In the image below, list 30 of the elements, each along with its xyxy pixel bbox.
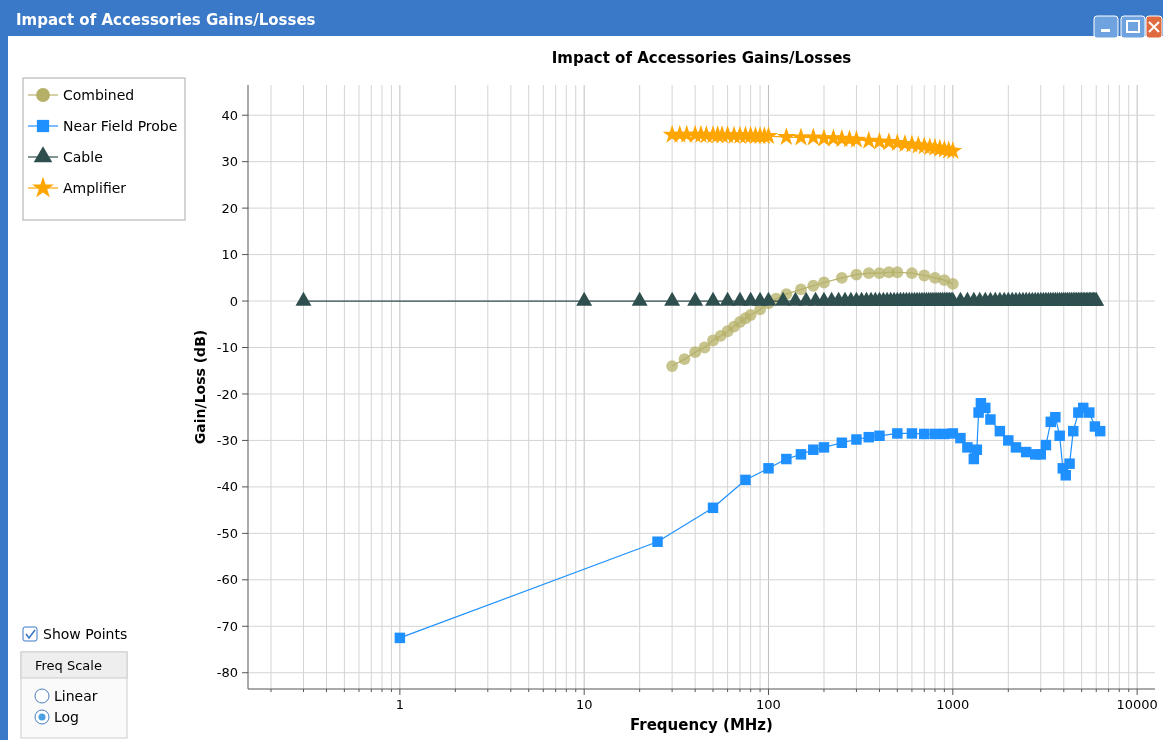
text: Impact of Accessories Gains/Losses xyxy=(16,11,316,29)
x-tick-label: 100 xyxy=(756,697,781,712)
y-tick-label: 0 xyxy=(229,293,238,309)
y-tick-label: -10 xyxy=(216,340,238,356)
legend-label: Cable xyxy=(63,148,103,165)
legend-label: Amplifier xyxy=(63,179,127,196)
y-tick-label: -30 xyxy=(216,432,238,448)
y-tick-label: 30 xyxy=(221,154,238,170)
y-tick-label: -50 xyxy=(216,525,238,541)
text: Freq Scale xyxy=(35,658,102,673)
y-tick-label: 10 xyxy=(221,247,238,263)
x-tick-label: 1 xyxy=(395,697,404,712)
text: Show Points xyxy=(43,626,128,642)
y-tick-label: -70 xyxy=(216,618,238,634)
y-tick-label: -60 xyxy=(216,572,238,588)
legend-label: Combined xyxy=(63,86,135,103)
chart-title: Impact of Accessories Gains/Losses xyxy=(551,49,852,67)
y-tick-label: -20 xyxy=(216,386,238,402)
y-tick-label: 40 xyxy=(221,107,238,123)
y-tick-label: -40 xyxy=(216,479,238,495)
text: Log xyxy=(54,709,80,725)
x-tick-label: 1000 xyxy=(936,697,970,712)
legend-label: Near Field Probe xyxy=(63,117,178,134)
x-tick-label: 10000 xyxy=(1116,697,1158,712)
text: Linear xyxy=(54,688,98,704)
x-tick-label: 10 xyxy=(575,697,593,712)
y-tick-label: -80 xyxy=(216,665,238,681)
y-tick-label: 20 xyxy=(221,200,238,216)
x-axis-title: Frequency (MHz) xyxy=(630,716,773,734)
y-axis-title: Gain/Loss (dB) xyxy=(192,329,208,445)
